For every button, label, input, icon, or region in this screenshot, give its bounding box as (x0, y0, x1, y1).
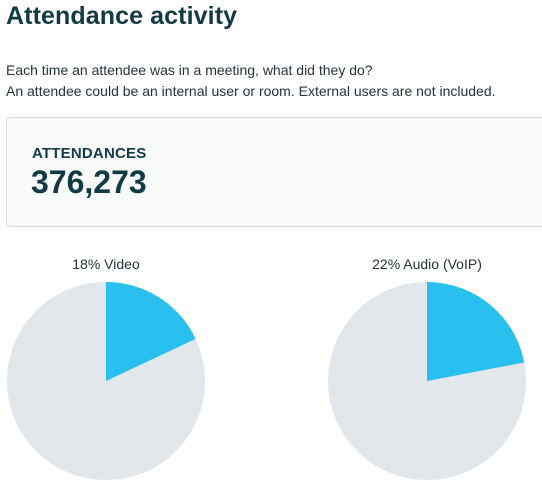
video-pie-block: 18% Video (6, 254, 206, 490)
audio-pie-slice (427, 282, 525, 381)
description-line-1: Each time an attendee was in a meeting, … (6, 62, 373, 78)
page-title: Attendance activity (6, 2, 238, 30)
video-pie-slice (106, 282, 196, 381)
audio-pie-caption: 22% Audio (VoIP) (372, 256, 482, 272)
attendances-stat-card: ATTENDANCES 376,273 (6, 117, 542, 227)
stat-label: ATTENDANCES (32, 145, 147, 162)
stat-value: 376,273 (31, 164, 147, 200)
description-line-2: An attendee could be an internal user or… (6, 83, 496, 99)
audio-pie-chart (328, 282, 526, 480)
video-pie-chart (7, 282, 205, 480)
audio-pie-block: 22% Audio (VoIP) (327, 254, 527, 490)
video-pie-caption: 18% Video (72, 256, 140, 272)
